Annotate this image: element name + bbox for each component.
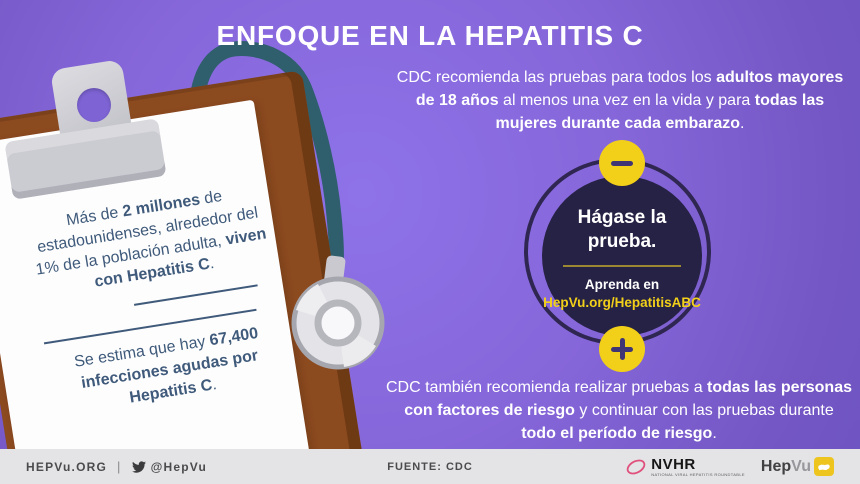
text-segment: todas las mujeres durante cada embarazo	[495, 92, 825, 133]
hepvu-wordmark-hep: Hep	[760, 457, 792, 475]
intro-text: CDC recomienda las pruebas para todos lo…	[395, 66, 845, 136]
outro-text: CDC también recomienda realizar pruebas …	[386, 376, 852, 446]
separator: |	[117, 459, 122, 474]
text-segment: CDC también recomienda realizar pruebas …	[386, 379, 708, 396]
twitter-link[interactable]: @HepVu	[131, 459, 208, 474]
text-segment: y continuar con las pruebas durante	[574, 402, 834, 420]
note-1: Más de 2 millones de estadounidenses, al…	[24, 179, 275, 302]
text-segment: .	[740, 115, 745, 133]
twitter-bird-icon	[131, 460, 146, 473]
plus-badge	[599, 326, 645, 372]
page-title: ENFOQUE EN LA HEPATITIS C	[216, 20, 644, 51]
site-link[interactable]: HEPVu.ORG	[26, 459, 108, 474]
plus-icon	[611, 338, 633, 360]
test-badge: Hágase la prueba. Aprenda en HepVu.org/H…	[542, 176, 702, 336]
nvhr-ring-icon	[626, 459, 646, 474]
nvhr-logo[interactable]: NVHR NATIONAL VIRAL HEPATITIS ROUNDTABLE	[625, 456, 745, 478]
text-segment: .	[712, 425, 717, 443]
text-segment: al menos una vez en la vida y para	[498, 92, 755, 110]
text-segment: CDC recomienda las pruebas para todos lo…	[396, 69, 717, 86]
badge-link[interactable]: HepVu.org/HepatitisABC	[543, 295, 701, 311]
note-2: Se estima que hay 67,400 infecciones agu…	[46, 319, 293, 421]
minus-icon	[611, 160, 633, 166]
nvhr-tagline: NATIONAL VIRAL HEPATITIS ROUNDTABLE	[651, 471, 745, 477]
hepvu-logo[interactable]: Hep Vu	[761, 457, 834, 476]
badge-heading: Hágase la prueba.	[577, 206, 667, 252]
hepvu-wordmark-vu: Vu	[791, 457, 811, 475]
text-segment: todas las personas con factores de riesg…	[404, 379, 852, 420]
note-divider-1	[133, 284, 258, 306]
hepvu-map-icon	[814, 457, 834, 476]
minus-badge	[599, 140, 645, 186]
clipboard-clip-hole	[77, 88, 111, 122]
text-segment: adultos mayores de 18 años	[415, 69, 844, 110]
twitter-handle: @HepVu	[150, 459, 208, 474]
nvhr-wordmark: NVHR	[651, 455, 696, 473]
text-segment: Más de	[65, 203, 124, 230]
footer-bar: HEPVu.ORG | @HepVu FUENTE: CDC NVHR NATI…	[0, 449, 860, 484]
text-segment: todo el período de riesgo	[521, 425, 713, 443]
badge-subtext: Aprenda en	[584, 277, 660, 293]
badge-divider	[563, 265, 681, 268]
